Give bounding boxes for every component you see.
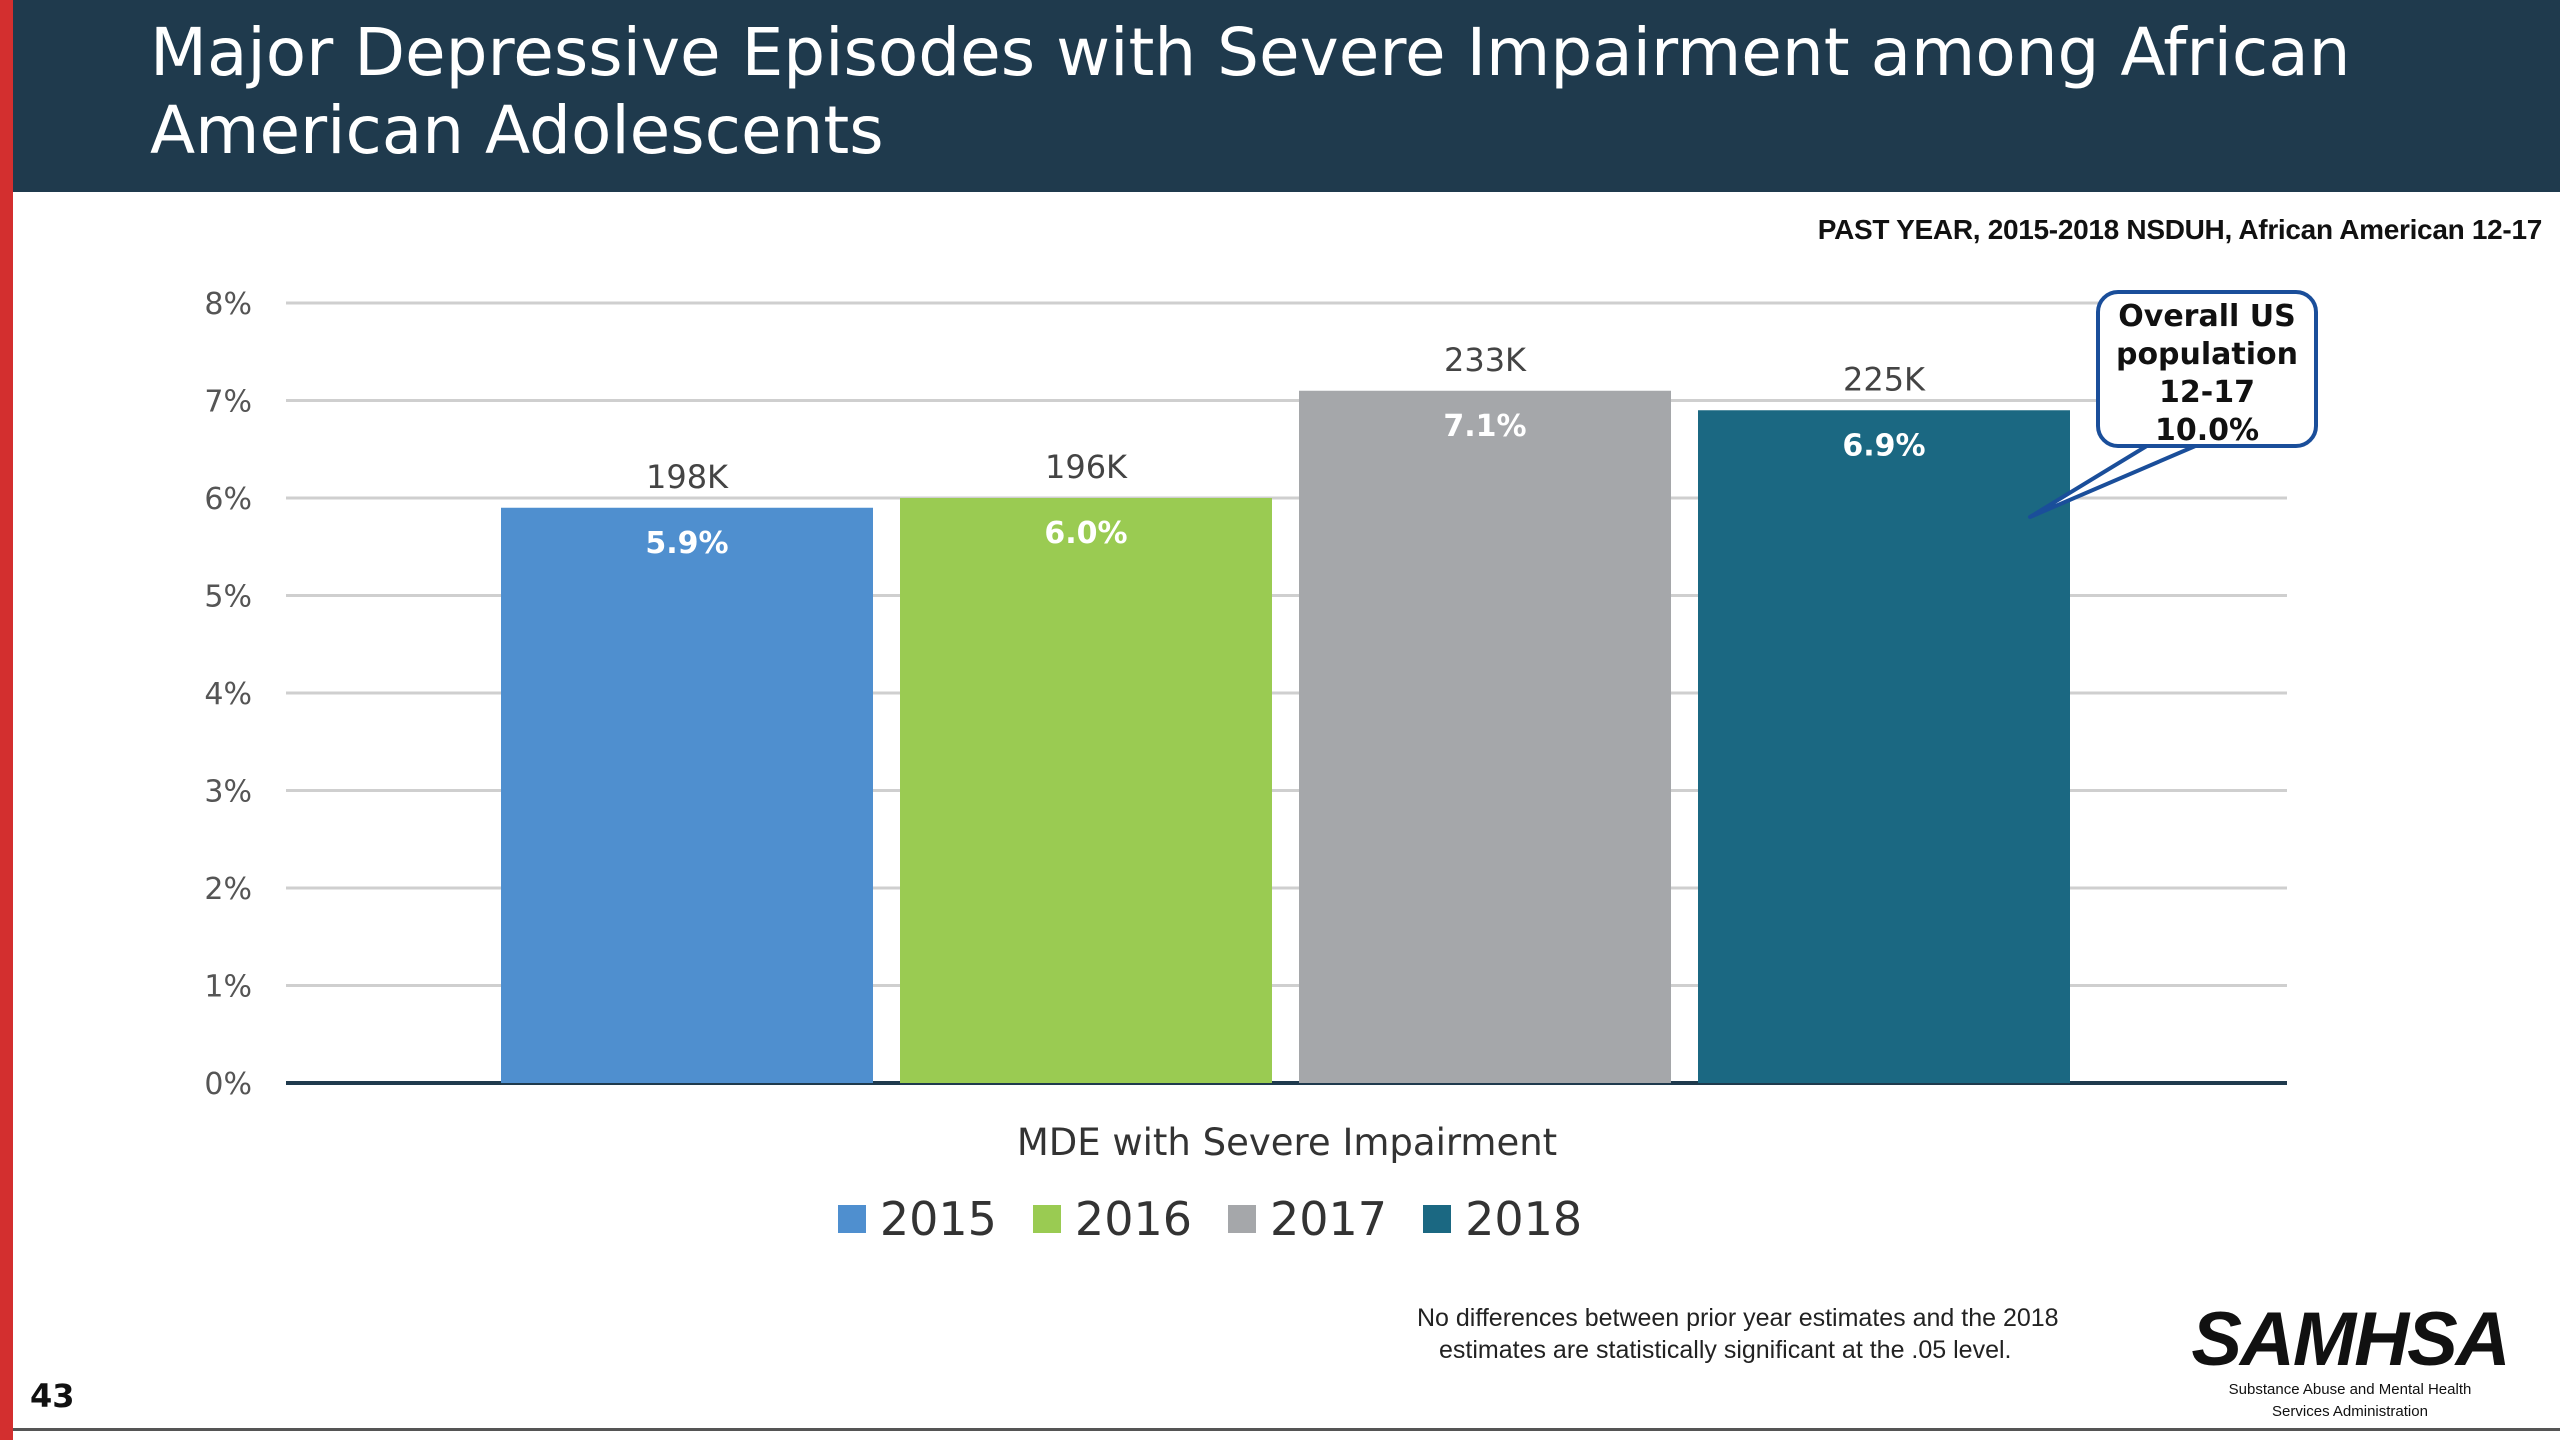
legend-label: 2016 xyxy=(1074,1192,1192,1246)
callout-line: 12-17 xyxy=(2159,375,2255,410)
samhsa-logo: SAMHSA Substance Abuse and Mental Health… xyxy=(2190,1302,2510,1422)
legend-label: 2017 xyxy=(1270,1192,1388,1246)
y-tick-label: 7% xyxy=(204,385,252,420)
bottom-divider xyxy=(13,1428,2560,1431)
legend-swatch xyxy=(1423,1205,1452,1233)
bar-chart: 0% 1% 2% 3% 4% 5% 6% 7% 8% 5.9% 198K 6.0% 196K 7.1% 23… xyxy=(204,287,2287,1164)
bar-value-label: 6.9% xyxy=(1842,428,1925,463)
y-tick-label: 0% xyxy=(204,1067,252,1102)
x-axis-label: MDE with Severe Impairment xyxy=(1017,1121,1557,1164)
bar-count-label: 198K xyxy=(646,458,729,496)
y-tick-label: 3% xyxy=(204,775,252,810)
y-tick-label: 4% xyxy=(204,677,252,712)
bar-count-label: 225K xyxy=(1843,360,1926,398)
callout-line: 10.0% xyxy=(2154,413,2260,448)
logo-subtitle: Substance Abuse and Mental Health xyxy=(2228,1381,2472,1398)
legend-swatch xyxy=(1032,1205,1061,1233)
callout-line: Overall US xyxy=(2118,299,2296,334)
footnote-line: estimates are statistically significant … xyxy=(1439,1336,2012,1364)
overall-population-callout: Overall US population 12-17 10.0% xyxy=(2096,290,2318,448)
bar-count-label: 233K xyxy=(1444,341,1527,379)
bar-count-label: 196K xyxy=(1045,448,1128,486)
y-tick-label: 6% xyxy=(204,482,252,517)
callout-line: population xyxy=(2115,337,2299,372)
footnote: No differences between prior year estima… xyxy=(1417,1302,2117,1366)
bar-2018 xyxy=(1698,410,2070,1083)
y-tick-label: 8% xyxy=(204,287,252,322)
legend-item-2018: 2018 xyxy=(1423,1192,1582,1246)
bar-value-label: 6.0% xyxy=(1044,516,1127,551)
bar-2016 xyxy=(900,498,1272,1083)
legend-swatch xyxy=(837,1205,866,1233)
bar-2017 xyxy=(1299,390,1671,1083)
logo-subtitle: Services Administration xyxy=(2272,1403,2428,1420)
slide-title: Major Depressive Episodes with Severe Im… xyxy=(150,14,2351,169)
legend-label: 2018 xyxy=(1465,1192,1583,1246)
slide-number: 43 xyxy=(30,1377,75,1415)
legend-item-2015: 2015 xyxy=(837,1192,997,1246)
chart-legend: 2015 2016 2017 2018 xyxy=(0,1192,2560,1246)
legend-label: 2015 xyxy=(879,1192,997,1246)
footnote-line: No differences between prior year estima… xyxy=(1417,1304,2059,1332)
y-tick-label: 2% xyxy=(204,872,252,907)
title-banner xyxy=(13,0,2560,192)
legend-swatch xyxy=(1228,1205,1256,1233)
bar-value-label: 7.1% xyxy=(1443,409,1526,444)
bar-2015 xyxy=(501,507,873,1083)
chart-subtitle: PAST YEAR, 2015-2018 NSDUH, African Amer… xyxy=(1817,214,2543,245)
y-tick-label: 1% xyxy=(204,970,252,1005)
legend-item-2016: 2016 xyxy=(1032,1192,1192,1246)
bar-value-label: 5.9% xyxy=(645,526,728,561)
accent-bar xyxy=(0,0,13,1440)
y-tick-label: 5% xyxy=(204,580,252,615)
legend-item-2017: 2017 xyxy=(1228,1192,1387,1246)
logo-wordmark: SAMHSA xyxy=(2191,1297,2510,1382)
